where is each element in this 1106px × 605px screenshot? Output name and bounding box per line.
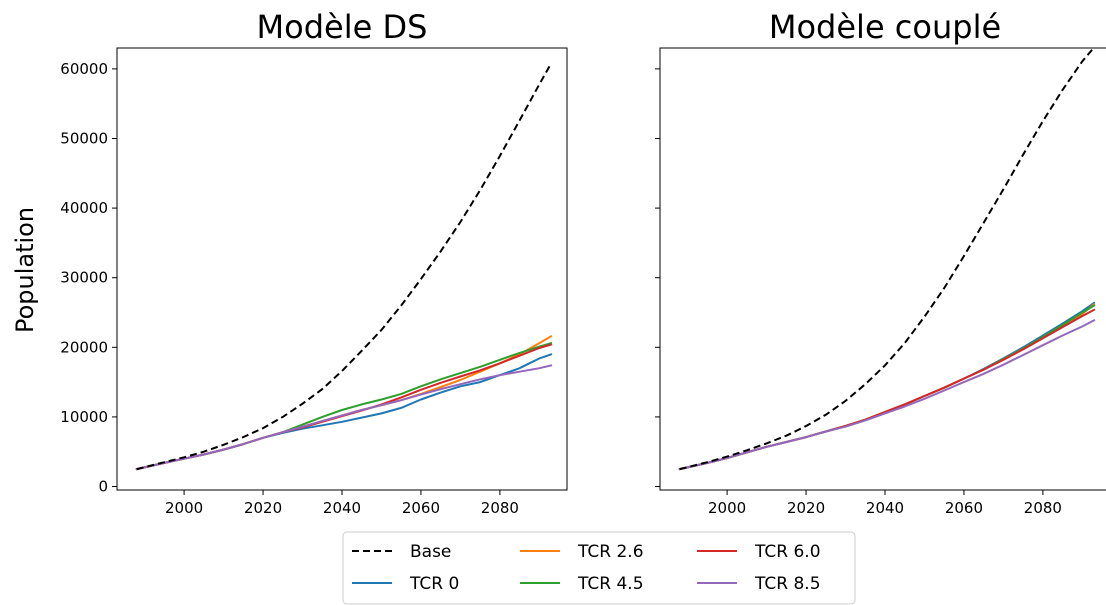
x-tick-label: 2060 [945,499,983,517]
axes-frame-couple [659,47,1106,491]
y-tick-label: 40000 [60,199,108,217]
axes-frame-ds [116,47,568,491]
x-tick-label: 2020 [787,499,825,517]
x-tick-label: 2020 [244,499,282,517]
x-tick-label: 2000 [165,499,203,517]
series-line-tcr-8-5 [135,364,553,471]
legend-label-tcr-8-5: TCR 8.5 [754,574,821,594]
plot-area-couple: 2000 2020 2040 2060 2080 [655,46,1096,517]
panel-modele-couple: Modèle couplé 2000 2020 2040 2060 2080 [655,8,1106,517]
y-tick-label: 30000 [60,269,108,287]
series-line-tcr-2-6 [135,335,553,471]
series-line-tcr-6-0 [678,308,1096,471]
series-line-base [679,46,1095,471]
legend-label-tcr-4-5: TCR 4.5 [577,574,644,594]
y-tick-label: 50000 [60,129,108,147]
x-tick-label: 2040 [323,499,361,517]
series-line-tcr-4-5 [135,342,553,471]
x-tick-label: 2060 [402,499,440,517]
legend-label-tcr-2-6: TCR 2.6 [577,542,644,562]
series-line-tcr-4-5 [678,304,1096,471]
y-tick-label: 0 [98,478,108,496]
legend: Base TCR 0 TCR 2.6 TCR 4.5 TCR 6.0 TCR 8.5 [342,531,856,605]
x-tick-label: 2080 [481,499,519,517]
legend-label-base: Base [410,542,451,562]
panel-title-ds: Modèle DS [257,8,428,46]
series-line-tcr-0 [135,353,553,471]
plot-area-ds: 2000 2020 2040 2060 2080 0 10000 20000 30000 4000… [60,60,553,517]
x-tick-label: 2080 [1024,499,1062,517]
series-line-tcr-2-6 [678,303,1096,471]
series-line-base [136,62,553,471]
legend-label-tcr-0: TCR 0 [409,574,459,594]
y-tick-label: 60000 [60,60,108,78]
y-tick-label: 10000 [60,408,108,426]
panel-modele-ds: Modèle DS Population 2000 2020 2040 2060 208… [11,8,568,517]
x-tick-label: 2040 [866,499,904,517]
series-line-tcr-8-5 [678,319,1096,471]
panel-title-couple: Modèle couplé [769,8,1001,46]
y-tick-label: 20000 [60,338,108,356]
legend-label-tcr-6-0: TCR 6.0 [754,542,821,562]
series-line-tcr-0 [678,301,1096,471]
y-axis-label: Population [11,207,39,333]
x-tick-label: 2000 [708,499,746,517]
